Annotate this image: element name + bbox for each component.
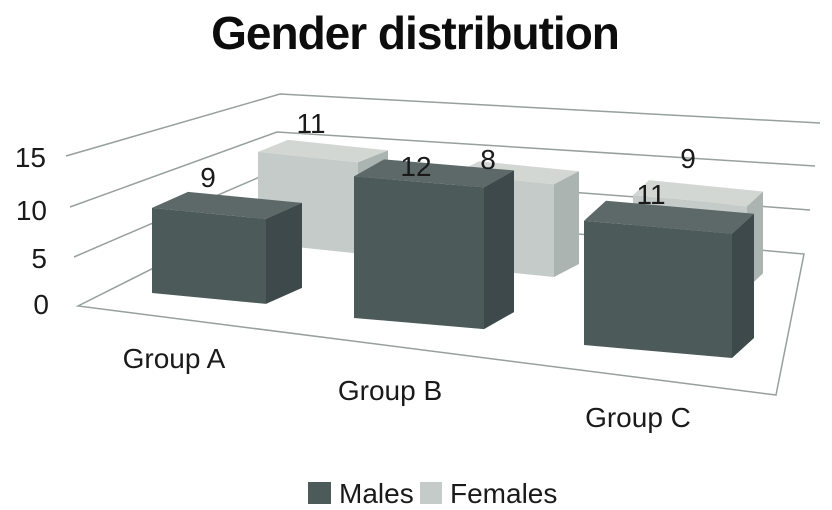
legend-swatch-females bbox=[420, 482, 442, 504]
value-label-males-group-c: 11 bbox=[636, 179, 665, 210]
bar-males-group-b bbox=[354, 159, 514, 330]
series-males bbox=[152, 159, 754, 358]
bar-males-group-a-front-face bbox=[152, 207, 266, 304]
y-tick-15: 15 bbox=[15, 142, 46, 173]
gridline-10 bbox=[69, 131, 816, 208]
bar-males-group-c-side-face bbox=[732, 213, 754, 358]
bar-males-group-a-side-face bbox=[266, 202, 302, 304]
bar-females-group-a-top-face bbox=[258, 139, 388, 163]
bar-males-group-c-front-face bbox=[584, 220, 732, 358]
bar-females-group-b-top-face bbox=[454, 161, 579, 185]
bar-females-group-b-side-face bbox=[554, 171, 579, 277]
bar-males-group-b-front-face bbox=[354, 176, 484, 330]
gridline-15 bbox=[65, 93, 821, 157]
legend-label-females: Females bbox=[450, 478, 557, 509]
bar-males-group-a-top-face bbox=[152, 191, 302, 219]
bar-males-group-c-top-face bbox=[584, 200, 754, 234]
y-tick-10: 10 bbox=[16, 195, 47, 226]
value-label-males-group-b: 12 bbox=[400, 151, 431, 182]
value-labels: 9 12 11 11 8 9 bbox=[200, 108, 696, 210]
bar-males-group-a bbox=[152, 191, 302, 304]
chart-title: Gender distribution bbox=[211, 7, 619, 59]
bar-males-group-c bbox=[584, 200, 754, 358]
legend-swatch-males bbox=[308, 482, 331, 504]
value-label-males-group-a: 9 bbox=[200, 162, 216, 193]
category-label-group-a: Group A bbox=[123, 343, 226, 374]
category-label-group-c: Group C bbox=[585, 402, 691, 433]
y-tick-0: 0 bbox=[33, 289, 49, 320]
category-labels: Group A Group B Group C bbox=[123, 343, 691, 433]
bar-females-group-c-top-face bbox=[633, 180, 763, 207]
y-axis-labels: 15 10 5 0 bbox=[15, 142, 49, 320]
bar-males-group-b-side-face bbox=[484, 170, 514, 330]
value-label-females-group-b: 8 bbox=[480, 144, 496, 175]
category-label-group-b: Group B bbox=[338, 375, 442, 406]
legend-label-males: Males bbox=[339, 478, 414, 509]
value-label-females-group-a: 11 bbox=[296, 108, 325, 139]
legend: Males Females bbox=[308, 478, 557, 509]
bar-males-group-b-top-face bbox=[354, 159, 514, 188]
value-label-females-group-c: 9 bbox=[680, 143, 696, 174]
y-tick-5: 5 bbox=[31, 243, 47, 274]
